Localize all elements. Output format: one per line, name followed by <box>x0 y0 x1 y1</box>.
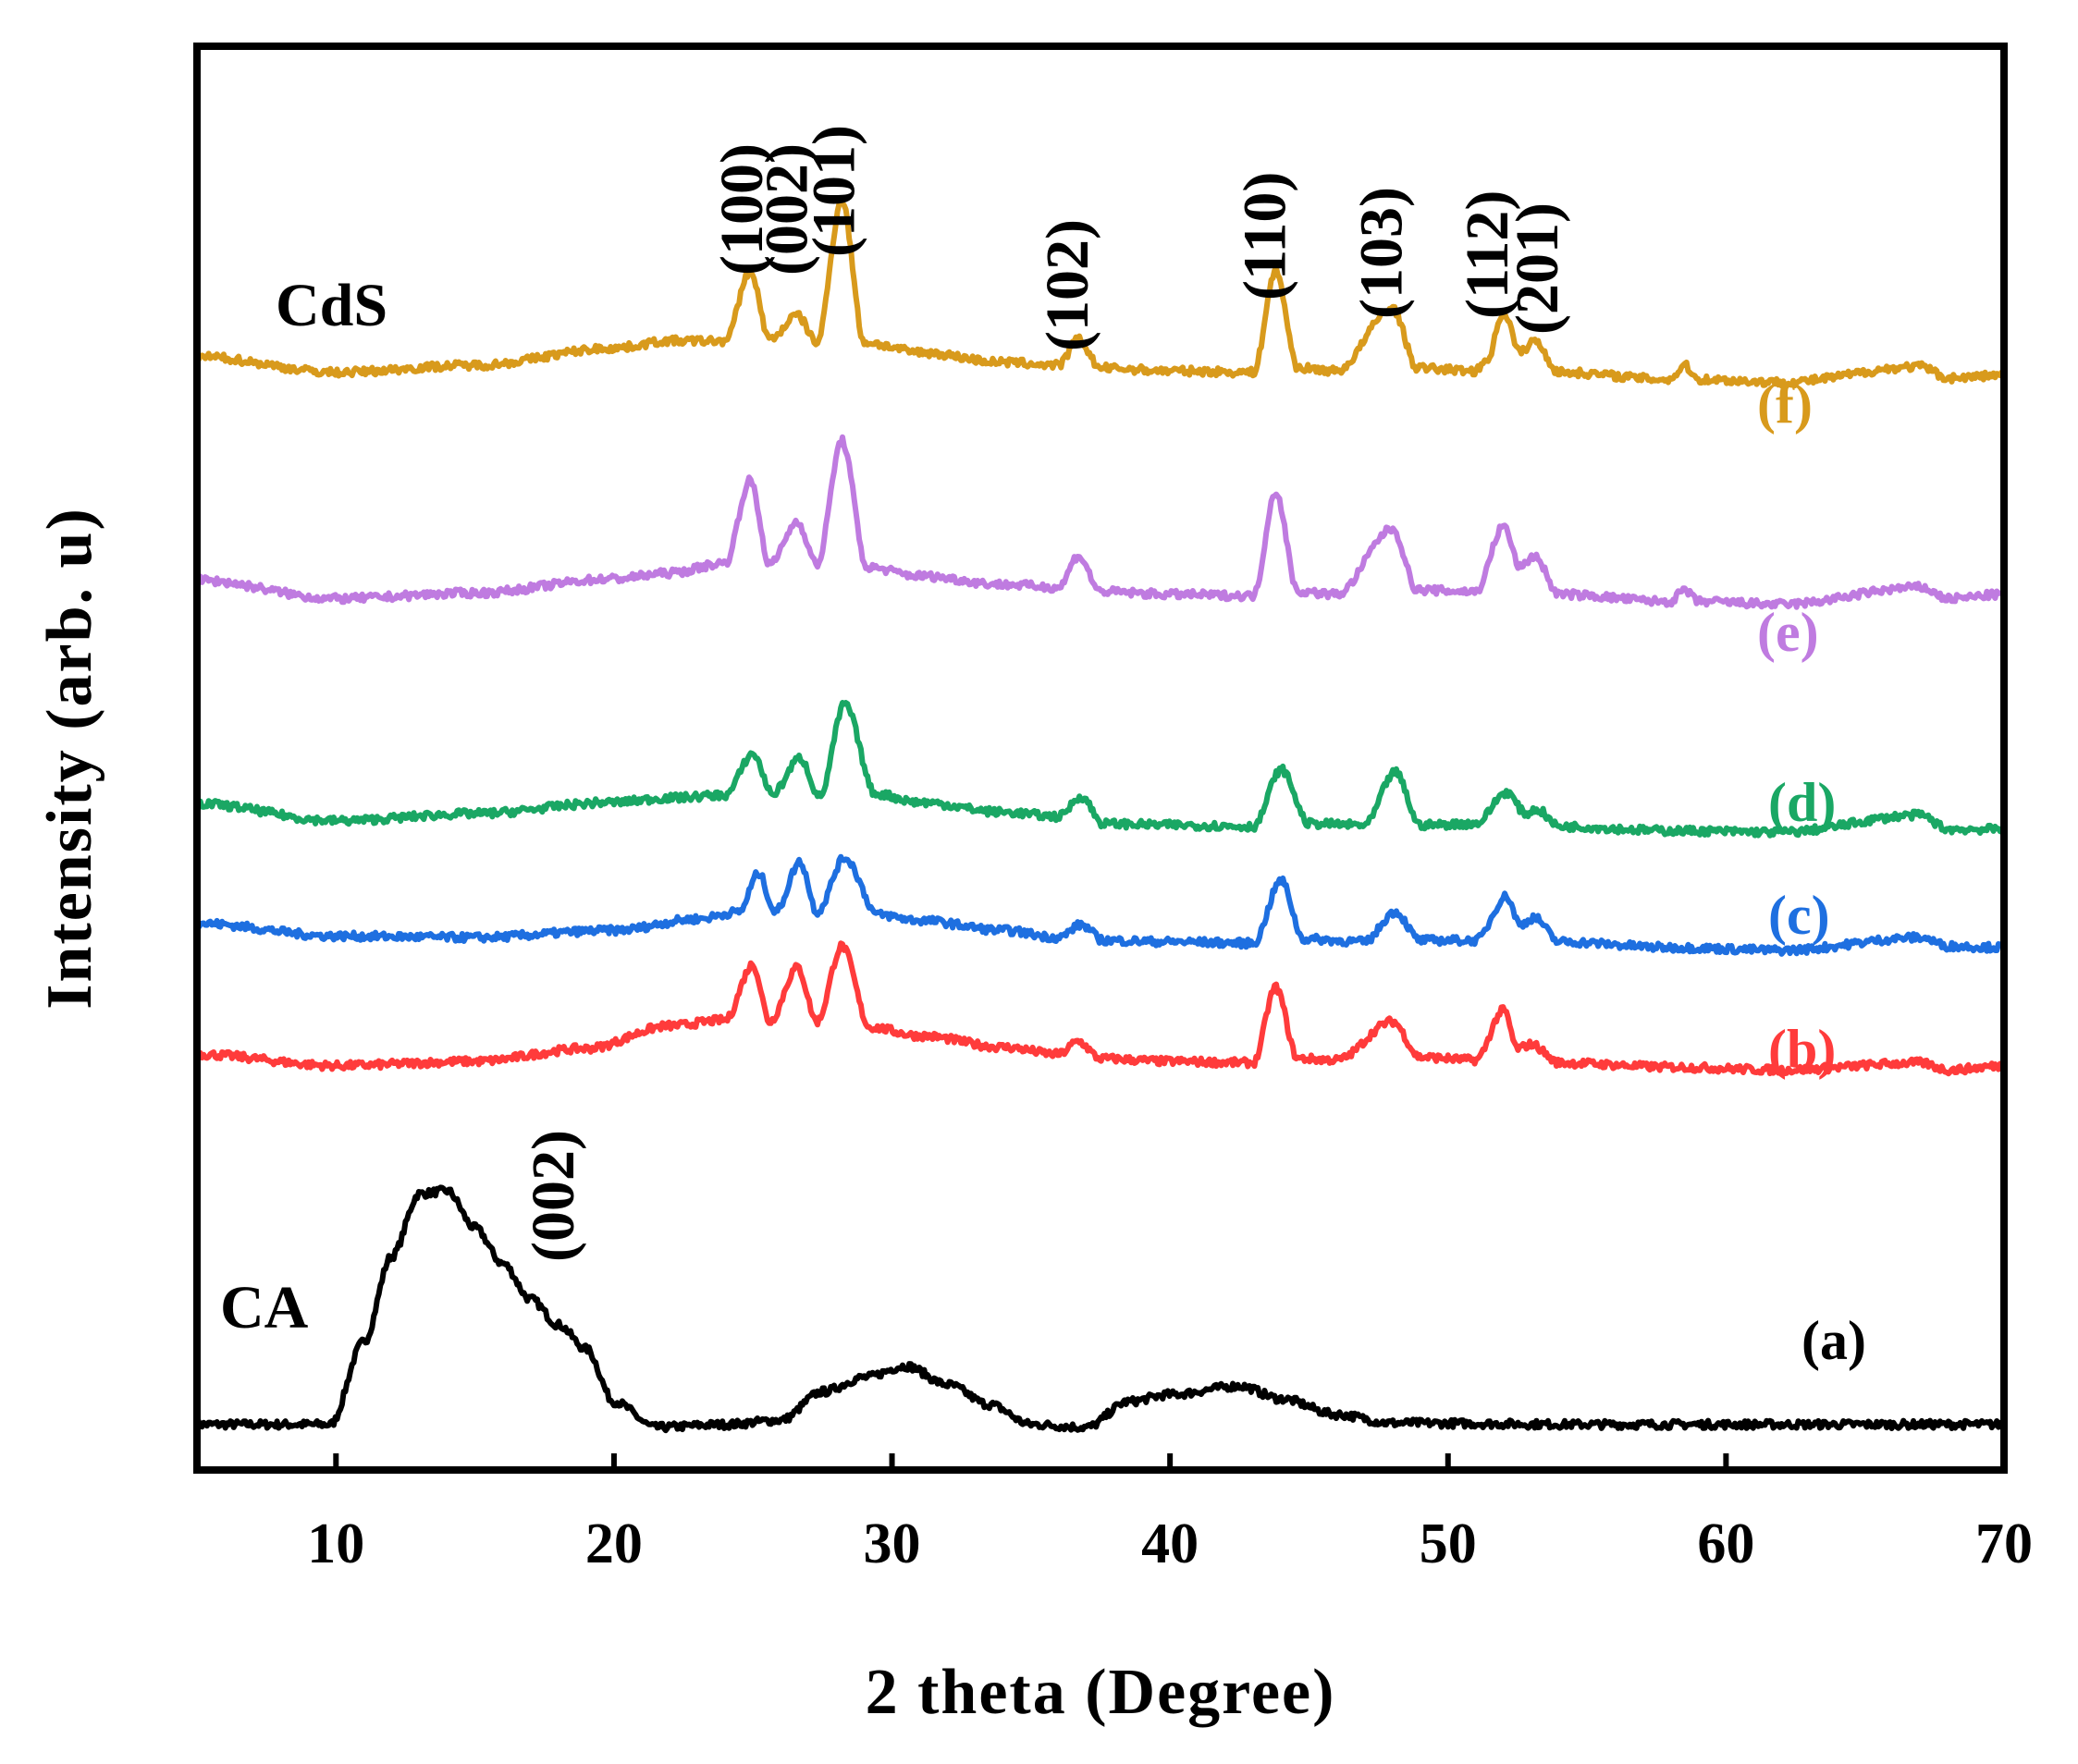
peak-annotation: (100) <box>708 143 776 276</box>
annotation-layer: (100)(002)(101)(102) (110) (103) (112)(201)… <box>520 125 1571 1262</box>
series-label-f: (f) <box>1757 374 1813 435</box>
sample-label-cds: CdS <box>276 272 387 339</box>
peak-annotation: (110) <box>1231 172 1298 300</box>
x-tick-label: 70 <box>1975 1513 2033 1575</box>
x-tick-label: 40 <box>1141 1513 1199 1575</box>
series-label-e: (e) <box>1757 602 1819 663</box>
x-tick-label: 50 <box>1420 1513 1477 1575</box>
peak-annotation: (002) <box>753 143 820 276</box>
peak-annotation: (201) <box>1504 202 1571 335</box>
series-label-c: (c) <box>1768 885 1830 946</box>
peak-annotation: (101) <box>800 125 867 257</box>
peak-annotation: (112) <box>1454 190 1521 319</box>
peak-annotation: (103) <box>1348 187 1416 319</box>
plot-frame <box>193 43 2008 1474</box>
series-line-a <box>194 1184 2006 1434</box>
series-line-d <box>194 700 2005 839</box>
series-label-d: (d) <box>1768 772 1836 833</box>
x-axis: 10 20 30 40 50 60 70 <box>307 1453 2033 1575</box>
peak-annotation: (102) <box>1034 219 1101 351</box>
series-line-e <box>195 434 2005 610</box>
series-line-f <box>194 200 2007 389</box>
series-label-a: (a) <box>1801 1310 1866 1371</box>
series-layer <box>194 200 2007 1434</box>
series-line-b <box>194 940 2006 1077</box>
y-axis-label: Intensity (arb. u) <box>34 507 105 1010</box>
series-line-c <box>195 853 2005 957</box>
x-tick-label: 20 <box>585 1513 643 1575</box>
series-label-b: (b) <box>1768 1019 1836 1080</box>
x-tick-label: 30 <box>864 1513 921 1575</box>
x-tick-label: 60 <box>1697 1513 1754 1575</box>
x-axis-label: 2 theta (Degree) <box>866 1657 1336 1728</box>
sample-label-ca: CA <box>220 1274 309 1341</box>
x-tick-label: 10 <box>307 1513 364 1575</box>
peak-annotation: (002) <box>520 1130 587 1262</box>
